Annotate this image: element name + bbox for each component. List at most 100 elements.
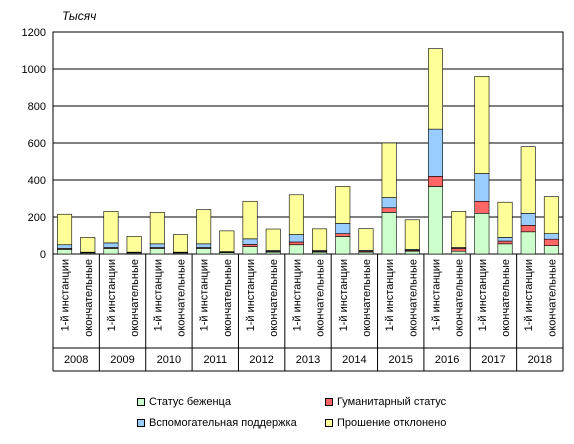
bar-segment xyxy=(336,236,350,254)
year-label: 2009 xyxy=(110,354,134,366)
x-tick-label: окончательные xyxy=(268,259,280,337)
bar-segment xyxy=(127,236,141,252)
year-label: 2008 xyxy=(64,354,88,366)
bar-segment xyxy=(428,186,442,254)
bar-segment xyxy=(452,251,466,254)
bar-segment xyxy=(104,211,118,242)
y-tick-label: 0 xyxy=(40,249,46,261)
bar-segment xyxy=(382,143,396,198)
bar-segment xyxy=(428,176,442,186)
bar-segment xyxy=(475,201,489,213)
bar-segment xyxy=(150,212,164,243)
year-label: 2017 xyxy=(481,354,505,366)
x-tick-label: окончательные xyxy=(83,259,95,337)
bar-segment xyxy=(498,237,512,241)
year-label: 2011 xyxy=(203,354,227,366)
year-label: 2016 xyxy=(435,354,459,366)
bar-segment xyxy=(544,197,558,234)
bar-segment xyxy=(359,229,373,251)
bar-segment xyxy=(104,243,118,248)
year-label: 2012 xyxy=(249,354,273,366)
bar-segment xyxy=(544,239,558,245)
bar-segment xyxy=(544,234,558,240)
x-tick-label: окончательные xyxy=(222,259,234,337)
x-tick-label: 1-й инстанции xyxy=(199,259,211,331)
bar-segment xyxy=(521,225,535,231)
bar-segment xyxy=(498,202,512,237)
year-label: 2013 xyxy=(296,354,320,366)
x-tick-label: окончательные xyxy=(500,259,512,337)
x-tick-label: 1-й инстанции xyxy=(245,259,257,331)
bar-segment xyxy=(57,245,71,249)
year-label: 2014 xyxy=(342,354,366,366)
bar-segment xyxy=(312,229,326,251)
y-tick-label: 1200 xyxy=(22,27,46,39)
bar-segment xyxy=(220,231,234,252)
bar-segment xyxy=(405,220,419,250)
bar-segment xyxy=(197,244,211,248)
bar-segment xyxy=(289,195,303,235)
y-tick-label: 800 xyxy=(28,101,46,113)
y-tick-label: 200 xyxy=(28,212,46,224)
x-tick-label: 1-й инстанции xyxy=(60,259,72,331)
bar-segment xyxy=(498,244,512,254)
bar-segment xyxy=(289,245,303,254)
bar-segment xyxy=(81,237,95,252)
x-tick-label: окончательные xyxy=(407,259,419,337)
unit-label: Тысяч xyxy=(62,9,96,23)
bar-segment xyxy=(57,249,71,254)
bar-segment xyxy=(336,223,350,233)
x-tick-label: окончательные xyxy=(315,259,327,337)
bar-segment xyxy=(243,247,257,254)
x-tick-label: 1-й инстанции xyxy=(477,259,489,331)
bar-segment xyxy=(289,242,303,245)
bar-segment xyxy=(197,248,211,254)
x-tick-label: окончательные xyxy=(546,259,558,337)
x-tick-label: 1-й инстанции xyxy=(106,259,118,331)
x-tick-label: 1-й инстанции xyxy=(152,259,164,331)
bar-segment xyxy=(173,235,187,253)
y-tick-label: 1000 xyxy=(22,64,46,76)
x-tick-label: 1-й инстанции xyxy=(384,259,396,331)
bar-segment xyxy=(405,251,419,254)
bar-segment xyxy=(382,198,396,208)
bar-segment xyxy=(266,229,280,250)
bar-segment xyxy=(382,212,396,254)
bar-segment xyxy=(544,246,558,254)
x-tick-label: окончательные xyxy=(454,259,466,337)
bar-segment xyxy=(243,201,257,239)
y-tick-label: 400 xyxy=(28,175,46,187)
bar-segment xyxy=(428,129,442,176)
x-tick-label: 1-й инстанции xyxy=(523,259,535,331)
bar-segment xyxy=(498,241,512,244)
bar-segment xyxy=(150,248,164,254)
year-label: 2010 xyxy=(157,354,181,366)
x-tick-label: 1-й инстанции xyxy=(431,259,443,331)
y-tick-label: 600 xyxy=(28,138,46,150)
bar-segment xyxy=(150,244,164,248)
bar-segment xyxy=(521,213,535,225)
bar-segment xyxy=(197,210,211,244)
bar-segment xyxy=(428,49,442,129)
x-tick-label: окончательные xyxy=(129,259,141,337)
bar-segment xyxy=(521,147,535,214)
bar-segment xyxy=(452,248,466,251)
bar-segment xyxy=(521,232,535,254)
bar-segment xyxy=(336,234,350,237)
year-label: 2015 xyxy=(388,354,412,366)
bar-segment xyxy=(382,208,396,213)
x-tick-label: 1-й инстанции xyxy=(338,259,350,331)
year-label: 2018 xyxy=(528,354,552,366)
bar-segment xyxy=(336,186,350,223)
bar-segment xyxy=(289,235,303,242)
bar-segment xyxy=(104,248,118,254)
bar-segment xyxy=(475,213,489,254)
bar-segment xyxy=(475,174,489,202)
x-tick-label: 1-й инстанции xyxy=(291,259,303,331)
x-tick-label: окончательные xyxy=(361,259,373,337)
bar-segment xyxy=(243,239,257,245)
x-tick-label: окончательные xyxy=(176,259,188,337)
bar-segment xyxy=(243,244,257,246)
